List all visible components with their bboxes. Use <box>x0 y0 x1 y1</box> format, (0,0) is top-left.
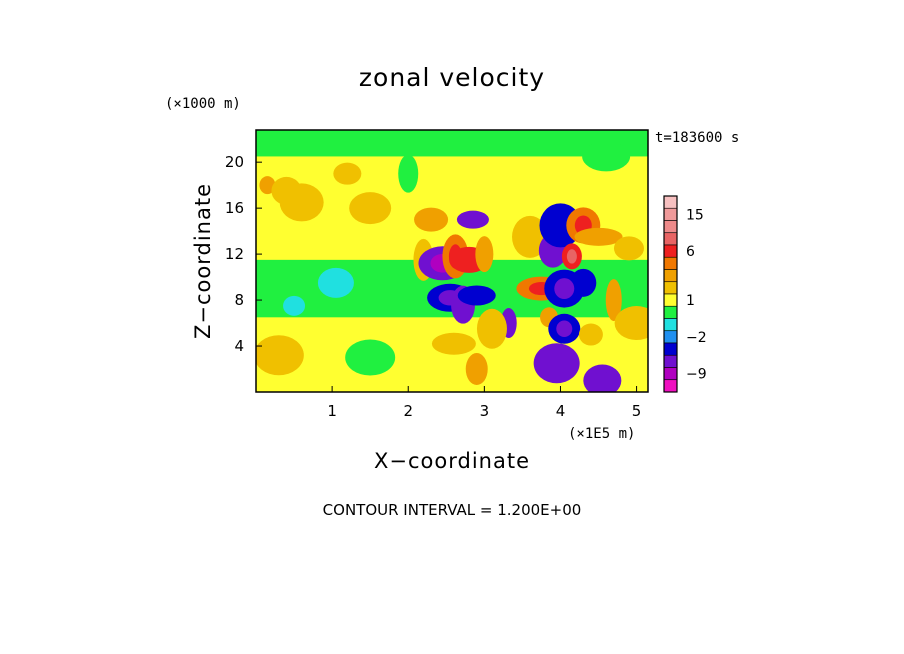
colorbar-segment <box>663 281 678 295</box>
field-feature <box>317 267 354 298</box>
field-feature <box>259 176 276 195</box>
field-feature <box>256 335 304 376</box>
field-feature <box>457 285 496 306</box>
field-feature <box>512 215 549 258</box>
x-axis-ticks: 1 2 3 4 5 <box>327 386 641 420</box>
field-feature <box>475 236 494 273</box>
colorbar-segment <box>663 269 678 283</box>
field-feature <box>345 339 396 376</box>
x-axis-title: X−coordinate <box>374 449 530 473</box>
y-tick-label: 16 <box>225 199 244 217</box>
field-feature-core <box>556 320 573 338</box>
field-feature <box>283 295 306 316</box>
time-label: t=183600 s <box>655 130 739 146</box>
y-unit-label: (×1000 m) <box>165 96 241 112</box>
field-feature <box>605 279 622 322</box>
field-feature <box>303 222 346 251</box>
field-feature <box>578 323 603 346</box>
colorbar-segment <box>663 330 678 344</box>
chart-title: zonal velocity <box>359 63 545 92</box>
plot-area <box>255 129 649 393</box>
field-feature <box>414 207 449 232</box>
colorbar: 15 6 1 −2 −9 <box>663 195 707 393</box>
colorbar-tick-label: −9 <box>686 367 707 383</box>
y-tick-label: 12 <box>225 245 244 263</box>
field-feature-core <box>566 249 577 264</box>
colorbar-segment <box>663 244 678 258</box>
x-tick-label: 1 <box>327 402 337 420</box>
colorbar-segment <box>663 354 678 368</box>
field-feature <box>465 353 488 386</box>
colorbar-tick-label: 15 <box>686 207 704 223</box>
x-tick-label: 2 <box>403 402 413 420</box>
field-feature <box>574 227 623 246</box>
y-axis-ticks: 4 8 12 16 20 <box>225 153 262 355</box>
colorbar-frame <box>663 195 678 393</box>
field-feature <box>582 141 631 172</box>
x-tick-label: 3 <box>480 402 490 420</box>
field-feature <box>613 236 644 261</box>
colorbar-tick-label: 1 <box>686 293 695 309</box>
y-axis-title: Z−coordinate <box>191 183 215 339</box>
colorbar-segment <box>663 207 678 221</box>
colorbar-segment <box>663 318 678 332</box>
field-feature <box>363 233 392 252</box>
y-tick-label: 20 <box>225 153 244 171</box>
field-feature-core <box>464 214 481 225</box>
field-feature-core <box>592 371 612 390</box>
colorbar-segment <box>663 232 678 246</box>
colorbar-tick-label: −2 <box>686 330 707 346</box>
colorbar-segment <box>663 195 678 209</box>
field-feature-core <box>554 278 575 300</box>
field-feature <box>349 192 392 225</box>
colorbar-segment <box>663 256 678 270</box>
colorbar-segment <box>663 342 678 356</box>
field-feature <box>398 154 419 193</box>
field-feature <box>279 183 324 222</box>
field-feature <box>431 332 476 355</box>
x-tick-label: 4 <box>556 402 566 420</box>
y-tick-label: 4 <box>234 337 244 355</box>
field-feature-core <box>545 352 569 375</box>
field-feature <box>614 306 648 341</box>
contour-interval-footer: CONTOUR INTERVAL = 1.200E+00 <box>323 501 582 519</box>
colorbar-segment <box>663 293 678 307</box>
colorbar-segment <box>663 220 678 234</box>
field-feature <box>621 157 644 202</box>
colorbar-segment <box>663 367 678 381</box>
colorbar-tick-label: 6 <box>686 244 695 260</box>
field-feature <box>497 157 532 178</box>
colorbar-segment <box>663 379 678 393</box>
field-feature <box>333 162 362 185</box>
y-tick-label: 8 <box>234 291 244 309</box>
field-feature-core <box>459 252 480 268</box>
colorbar-segment <box>663 305 678 319</box>
plot-frame <box>255 129 649 393</box>
x-tick-label: 5 <box>632 402 642 420</box>
x-unit-label: (×1E5 m) <box>568 426 635 442</box>
field-feature <box>476 308 507 349</box>
